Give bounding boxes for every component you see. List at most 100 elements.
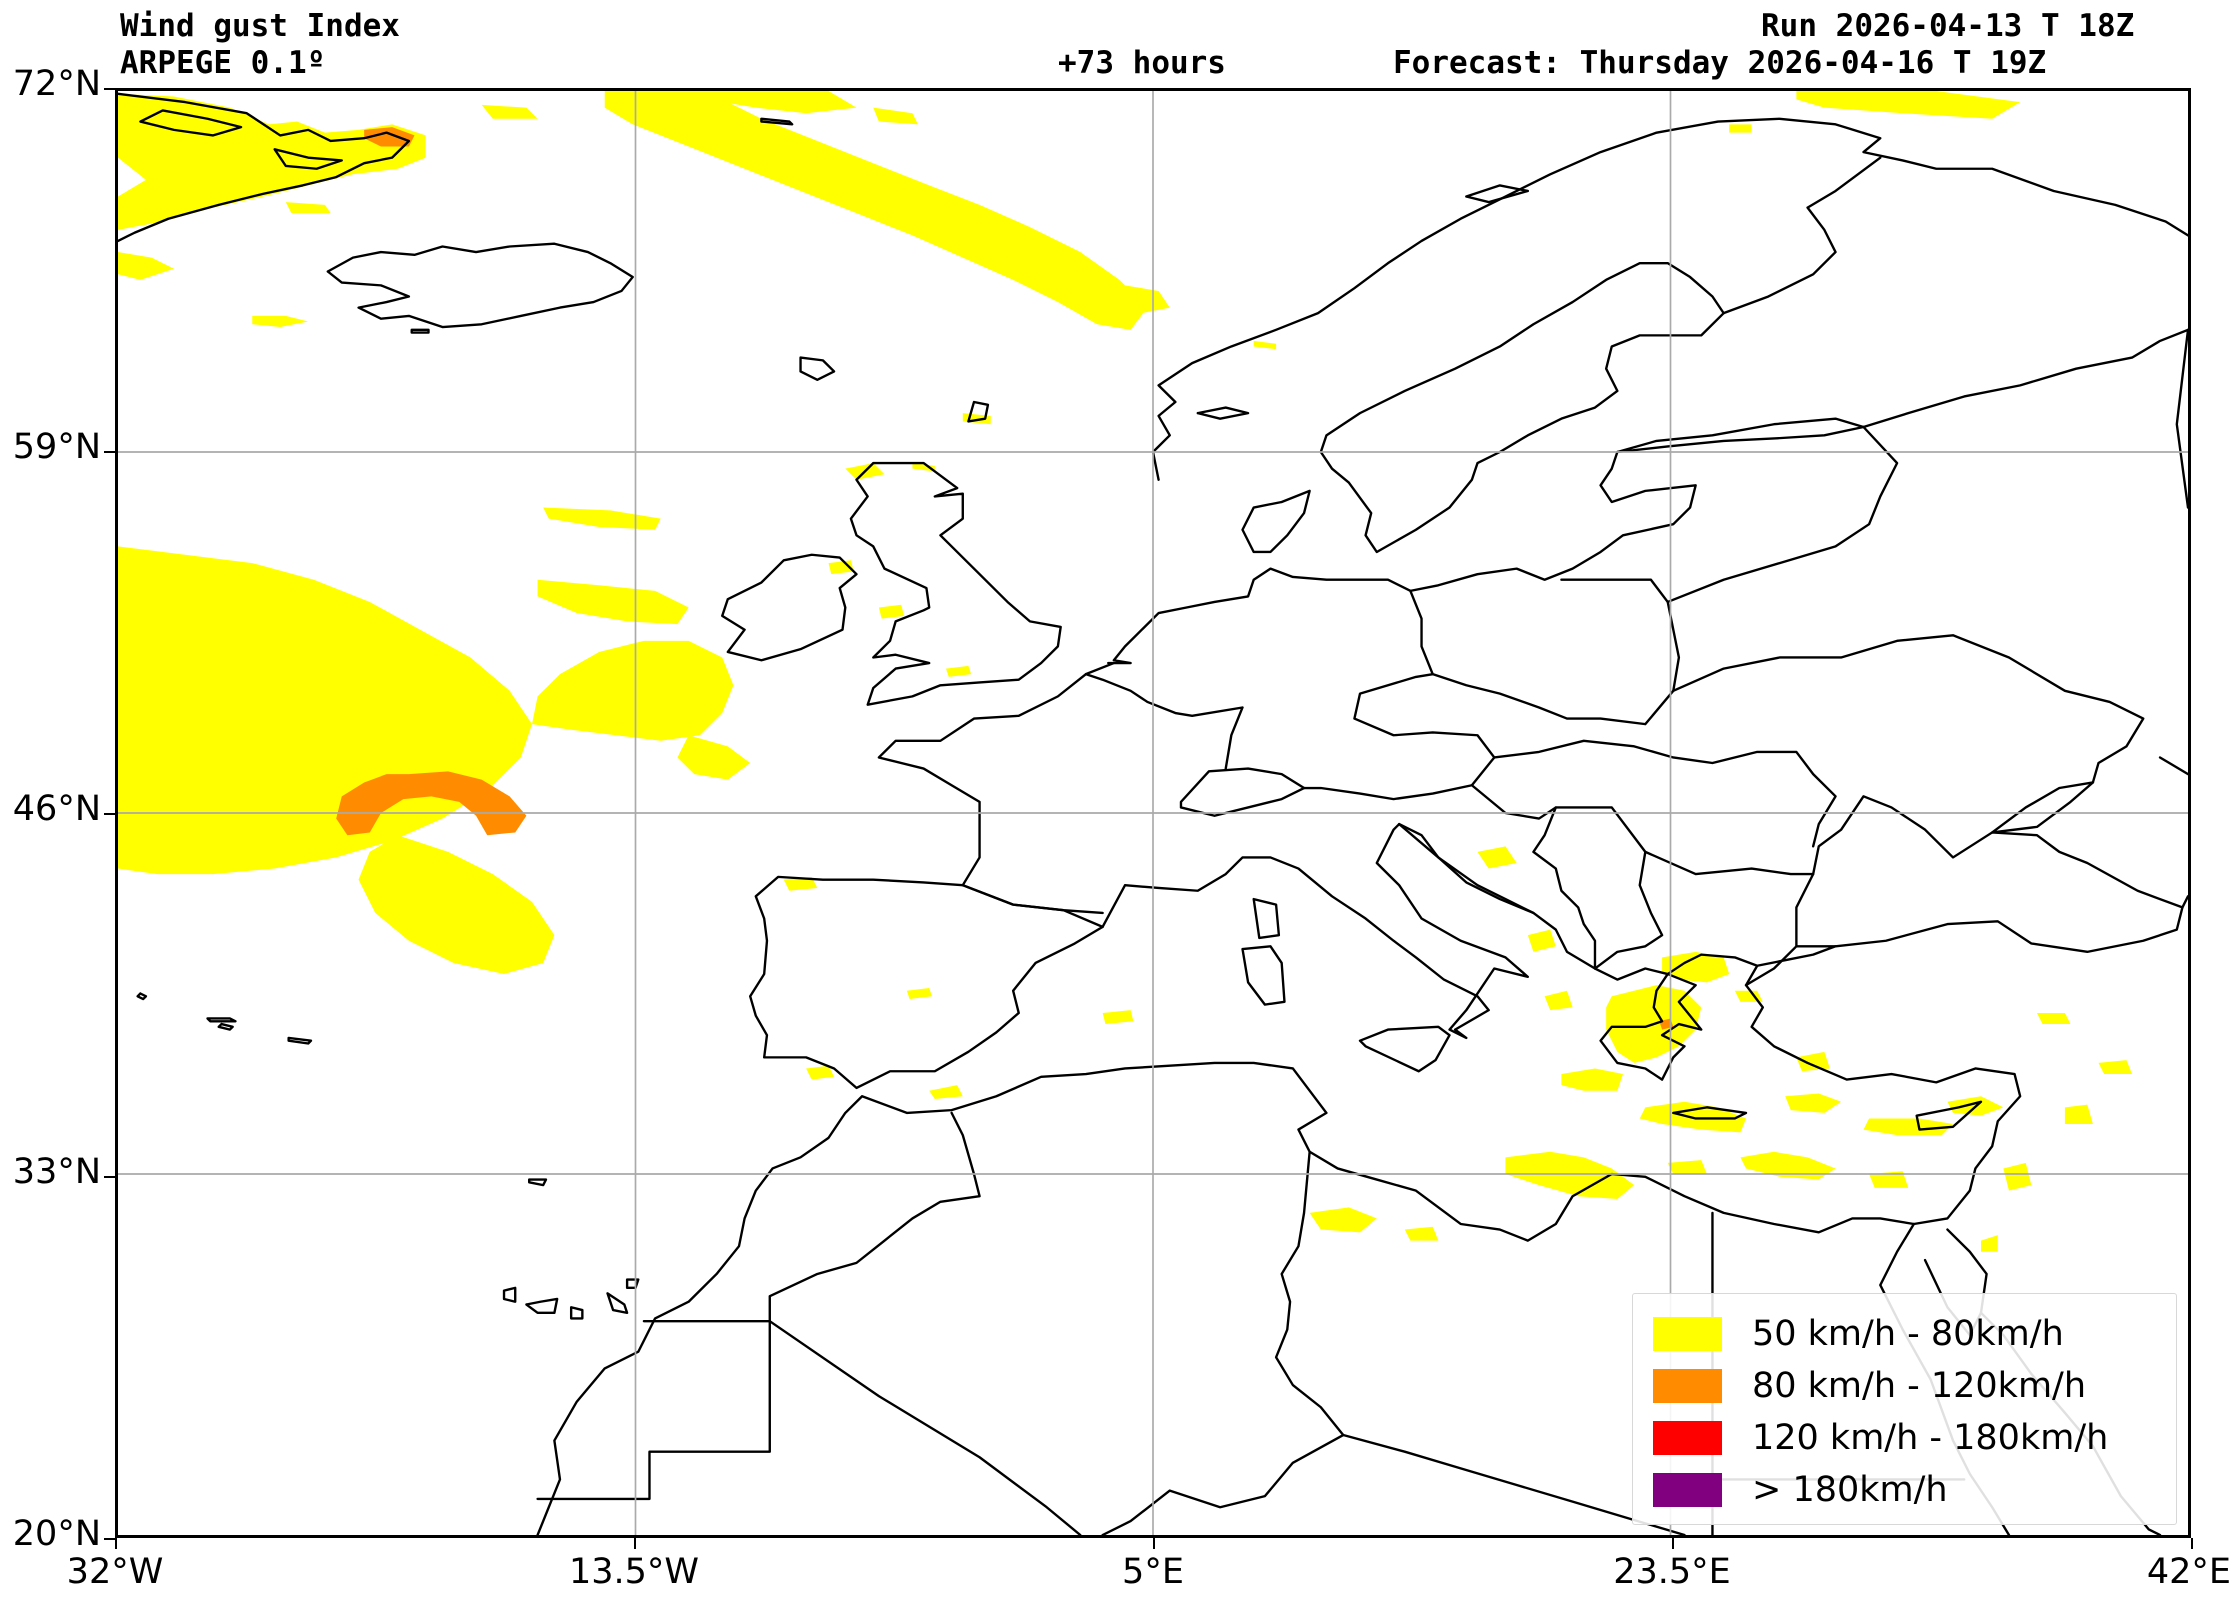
y-axis-tick-mark: [104, 1175, 115, 1178]
gust-region-39: [1404, 1226, 1439, 1241]
coastline-path-shetland: [967, 400, 990, 423]
gust-region-54: [1869, 1171, 1909, 1188]
gust-region-53: [1667, 1160, 1707, 1174]
legend-label: 80 km/h - 120km/h: [1752, 1366, 2087, 1406]
coastline-path-azores4: [136, 992, 148, 1001]
coastline-path-estonia_latvia: [1107, 450, 1697, 665]
gust-region-5: [705, 91, 857, 114]
coastline-path-cauc: [2181, 895, 2188, 909]
coastline-path-turkey_s: [1744, 945, 1798, 987]
gust-region-16: [358, 835, 555, 975]
coastline-path-france_iberia: [877, 661, 1116, 887]
coastline-path-alps_ch: [1179, 767, 1306, 817]
gust-region-20: [677, 735, 751, 780]
coastline-path-france_inner: [961, 884, 1104, 915]
gust-shading-layer: [118, 91, 2133, 1252]
gust-region-52: [1740, 1151, 1836, 1180]
y-axis-tick-mark: [104, 1538, 115, 1540]
y-axis-tick-label: 20°N: [12, 1514, 101, 1554]
coastline-path-greece_main: [1599, 972, 1703, 1081]
coastline-path-greenland_se: [118, 92, 411, 243]
x-axis-tick-label: 13.5°W: [568, 1552, 700, 1592]
run-timestamp-label: Run 2026-04-13 T 18Z: [1761, 8, 2135, 44]
gust-region-6: [873, 107, 919, 125]
legend-color-swatch: [1653, 1421, 1722, 1455]
gust-region-41: [806, 1065, 835, 1080]
y-axis-tick-mark: [104, 813, 115, 815]
gust-region-12: [1253, 340, 1277, 350]
coastline-path-sardinia: [1241, 945, 1286, 1006]
gust-region-1: [118, 252, 174, 280]
coastline-path-azores2: [217, 1022, 234, 1031]
coastline-path-sahara_border4: [1342, 1433, 1686, 1535]
map-plot-area: [115, 88, 2191, 1538]
gust-region-17: [532, 640, 734, 741]
coastline-path-ger_pl: [1409, 578, 1681, 726]
coastline-path-jan_mayen: [760, 117, 794, 126]
gust-region-19: [543, 507, 661, 530]
legend-box: 50 km/h - 80km/h 80 km/h - 120km/h 120 km/…: [1632, 1293, 2177, 1525]
x-axis-tick-mark: [634, 1538, 636, 1549]
gust-region-40: [929, 1085, 963, 1100]
coastline-path-norway_w: [1151, 117, 2188, 481]
coastline-path-denmark_jut: [1241, 489, 1311, 554]
gust-region-4: [604, 91, 1148, 330]
coastline-path-sicily: [1358, 1025, 1451, 1073]
gust-region-42: [906, 987, 933, 1000]
legend-label: > 180km/h: [1752, 1470, 1948, 1510]
x-axis-tick-label: 32°W: [66, 1552, 164, 1592]
coastline-path-finland_ne: [1722, 156, 1882, 315]
gust-region-30: [1863, 1118, 1954, 1136]
gust-region-32: [2036, 1012, 2071, 1025]
coastline-path-canary2: [525, 1297, 559, 1315]
coastline-path-vol_don: [2158, 756, 2188, 776]
x-axis-tick-label: 42°E: [2146, 1552, 2231, 1592]
coastline-path-greenland_in2: [273, 148, 343, 170]
gust-region-29: [1785, 1093, 1842, 1113]
gust-region-37: [1544, 990, 1573, 1011]
gust-region-21: [336, 771, 527, 836]
legend-color-swatch: [1653, 1317, 1722, 1351]
coastline-path-canary4: [606, 1292, 629, 1315]
gust-region-14: [912, 463, 935, 472]
coastline-path-sahara_border3: [1101, 1150, 1345, 1535]
gust-region-44: [783, 876, 818, 891]
legend-row: > 180km/h: [1653, 1464, 2176, 1516]
coastline-path-madeira: [528, 1178, 548, 1187]
gust-region-23: [1662, 951, 1730, 983]
gust-region-50: [2098, 1060, 2133, 1075]
x-axis-tick-mark: [115, 1538, 117, 1549]
gust-region-26: [1505, 1151, 1635, 1199]
gust-region-51: [1796, 1051, 1830, 1072]
gust-region-36: [1527, 929, 1556, 952]
coastline-path-rus_east: [2175, 328, 2188, 509]
coastline-path-pyrenees: [961, 884, 1104, 929]
model-label: ARPEGE 0.1º: [120, 45, 326, 81]
coastline-path-canary5: [625, 1278, 640, 1290]
legend-row: 80 km/h - 120km/h: [1653, 1360, 2176, 1412]
coastline-path-hr_coast: [1397, 822, 1535, 915]
y-axis-tick-mark: [104, 88, 115, 90]
coastline-path-norway_in2: [1465, 184, 1530, 204]
coastline-path-iceland: [326, 242, 634, 329]
legend-label: 120 km/h - 180km/h: [1752, 1418, 2109, 1458]
coastline-path-uk_gb: [849, 461, 1062, 706]
coastline-path-canary3: [569, 1306, 584, 1320]
forecast-valid-label: Forecast: Thursday 2026-04-16 T 19Z: [1393, 45, 2047, 81]
y-axis-tick-label: 33°N: [12, 1151, 101, 1192]
gust-region-35: [1477, 846, 1517, 869]
gust-region-28: [1561, 1068, 1623, 1091]
gust-region-49: [2064, 1104, 2093, 1125]
coastline-path-bel_rus: [1666, 425, 1899, 604]
lead-time-label: +73 hours: [1058, 45, 1226, 81]
legend-color-swatch: [1653, 1369, 1722, 1403]
gust-region-2: [364, 127, 415, 147]
coastline-path-serbia_hr: [1532, 806, 1597, 970]
gust-region-38: [1309, 1207, 1377, 1233]
coastline-path-hun_ro: [1493, 739, 1837, 848]
coastline-path-black_sea: [1795, 795, 2184, 954]
gust-region-18: [537, 579, 689, 625]
y-axis-tick-label: 59°N: [12, 426, 101, 467]
coastline-path-ireland: [721, 553, 858, 662]
coastline-path-marmara: [1756, 945, 1837, 967]
